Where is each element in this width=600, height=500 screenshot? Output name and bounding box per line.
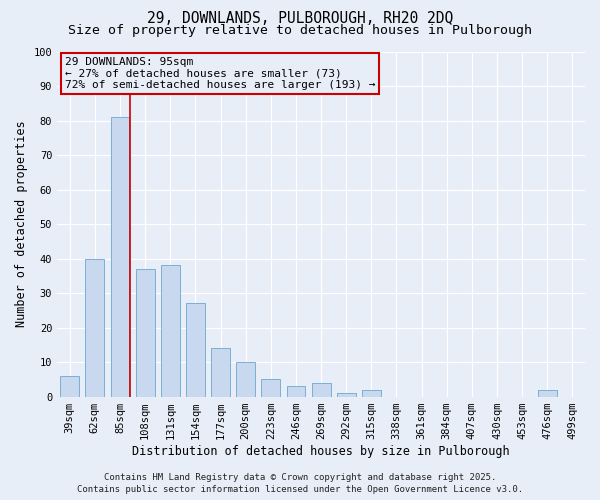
X-axis label: Distribution of detached houses by size in Pulborough: Distribution of detached houses by size … bbox=[132, 444, 510, 458]
Bar bbox=[287, 386, 305, 396]
Bar bbox=[262, 380, 280, 396]
Bar bbox=[211, 348, 230, 397]
Bar bbox=[110, 117, 130, 396]
Text: Size of property relative to detached houses in Pulborough: Size of property relative to detached ho… bbox=[68, 24, 532, 37]
Text: 29 DOWNLANDS: 95sqm
← 27% of detached houses are smaller (73)
72% of semi-detach: 29 DOWNLANDS: 95sqm ← 27% of detached ho… bbox=[65, 56, 376, 90]
Bar bbox=[85, 258, 104, 396]
Bar bbox=[136, 269, 155, 396]
Text: 29, DOWNLANDS, PULBOROUGH, RH20 2DQ: 29, DOWNLANDS, PULBOROUGH, RH20 2DQ bbox=[147, 11, 453, 26]
Bar bbox=[186, 304, 205, 396]
Bar bbox=[538, 390, 557, 396]
Bar bbox=[362, 390, 381, 396]
Bar bbox=[236, 362, 255, 396]
Text: Contains HM Land Registry data © Crown copyright and database right 2025.
Contai: Contains HM Land Registry data © Crown c… bbox=[77, 472, 523, 494]
Bar bbox=[311, 383, 331, 396]
Bar bbox=[161, 266, 179, 396]
Bar bbox=[61, 376, 79, 396]
Bar bbox=[337, 393, 356, 396]
Y-axis label: Number of detached properties: Number of detached properties bbox=[15, 120, 28, 328]
